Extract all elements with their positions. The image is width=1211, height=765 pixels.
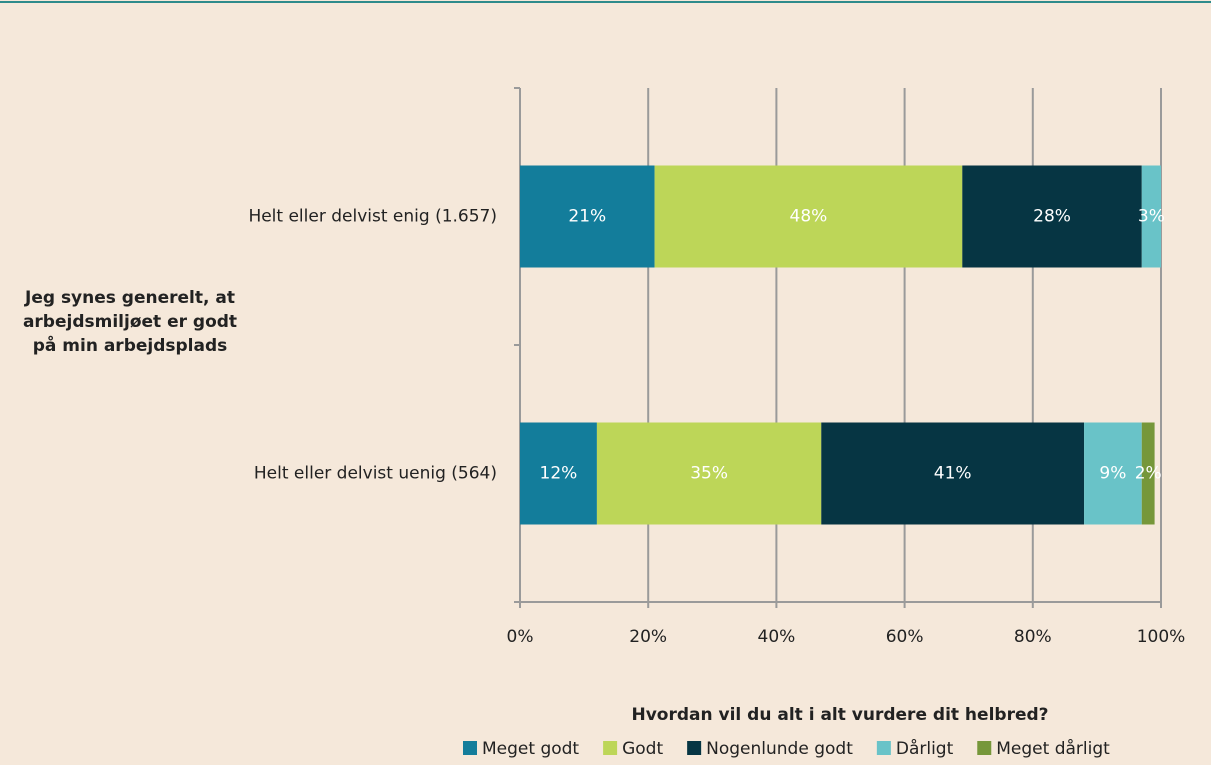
x-tick-label: 40% bbox=[758, 627, 796, 647]
x-tick-label: 20% bbox=[629, 627, 667, 647]
x-tick-label: 0% bbox=[507, 627, 534, 647]
legend-label: Meget godt bbox=[482, 739, 579, 759]
bar-segment bbox=[962, 165, 1142, 268]
legend-swatch bbox=[687, 741, 702, 755]
data-label: 48% bbox=[790, 207, 828, 227]
data-label: 41% bbox=[934, 464, 972, 484]
y-tick-label: Helt eller delvist enig (1.657) bbox=[248, 207, 497, 227]
bar-segment bbox=[1084, 422, 1142, 525]
x-tick-label: 60% bbox=[886, 627, 924, 647]
legend-label: Godt bbox=[622, 739, 663, 759]
data-label: 35% bbox=[690, 464, 728, 484]
bar-segment bbox=[1141, 422, 1155, 525]
x-tick-label: 80% bbox=[1014, 627, 1052, 647]
legend-label: Dårligt bbox=[896, 738, 954, 759]
legend-label: Nogenlunde godt bbox=[706, 739, 853, 759]
data-label: 3% bbox=[1138, 207, 1165, 227]
legend-label: Meget dårligt bbox=[996, 738, 1110, 759]
bar-segment bbox=[821, 422, 1085, 525]
data-label: 28% bbox=[1033, 207, 1071, 227]
data-label: 2% bbox=[1135, 464, 1162, 484]
bar-segment bbox=[520, 422, 597, 525]
bar-segment bbox=[596, 422, 822, 525]
data-label: 9% bbox=[1099, 464, 1126, 484]
legend-title: Hvordan vil du alt i alt vurdere dit hel… bbox=[631, 705, 1048, 725]
y-axis-title: arbejdsmiljøet er godt bbox=[23, 312, 237, 332]
bar-segment bbox=[520, 165, 655, 268]
bar-segment bbox=[1141, 165, 1161, 268]
data-label: 21% bbox=[568, 207, 606, 227]
legend-swatch bbox=[977, 741, 992, 755]
legend-swatch bbox=[876, 741, 891, 755]
bar-segment bbox=[654, 165, 963, 268]
y-axis-title: på min arbejdsplads bbox=[33, 334, 228, 356]
data-label: 12% bbox=[540, 464, 578, 484]
y-axis-title: Jeg synes generelt, at bbox=[24, 288, 235, 308]
legend-swatch bbox=[603, 741, 618, 755]
legend-swatch bbox=[463, 741, 477, 755]
y-tick-label: Helt eller delvist uenig (564) bbox=[254, 464, 497, 484]
x-tick-label: 100% bbox=[1137, 627, 1186, 647]
